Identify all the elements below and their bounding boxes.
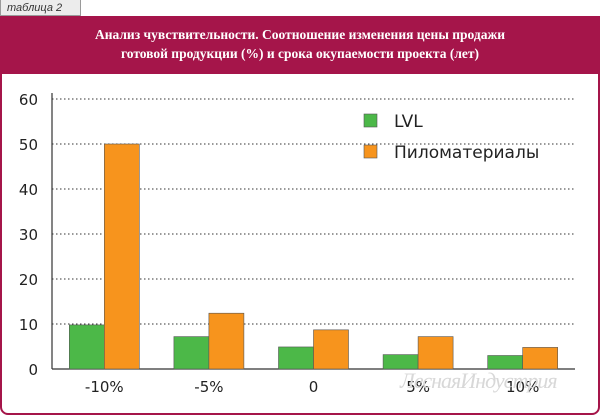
bar-lvl	[173, 336, 210, 370]
x-tick-label: 5%	[406, 378, 430, 396]
y-tick-label: 60	[19, 91, 38, 109]
x-tick-label: -10%	[85, 378, 124, 396]
chart-header: Анализ чувствительности. Соотношение изм…	[2, 18, 598, 74]
legend-swatch	[363, 113, 378, 128]
legend-label: Пиломатериалы	[394, 143, 539, 163]
y-tick-label: 40	[19, 181, 38, 199]
bar-lvl	[278, 346, 314, 370]
y-tick-label: 30	[19, 226, 38, 244]
bar-lvl	[69, 324, 105, 370]
x-tick-label: 0	[309, 378, 319, 396]
y-tick-label: 50	[19, 136, 38, 154]
chart-title-line-2: готовой продукции (%) и срока окупаемост…	[120, 46, 480, 61]
legend-label: LVL	[394, 112, 423, 132]
bar-lumber	[313, 329, 349, 370]
bar-lumber	[417, 336, 454, 370]
chart-title-line-1: Анализ чувствительности. Соотношение изм…	[94, 27, 506, 42]
y-tick-label: 10	[19, 316, 38, 334]
table-tag: таблица 2	[0, 0, 81, 16]
bar-lvl	[382, 354, 419, 370]
bar-lumber	[104, 143, 140, 370]
y-tick-label: 20	[19, 271, 38, 289]
x-tick-label: 10%	[506, 378, 539, 396]
watermark: ЛеснаяИндустрия	[400, 368, 558, 393]
legend-swatch	[363, 144, 378, 159]
bar-lumber	[208, 312, 245, 370]
x-tick-label: -5%	[194, 378, 223, 396]
bar-lumber	[522, 347, 559, 370]
y-tick-label: 0	[28, 361, 38, 379]
bar-lvl	[487, 355, 524, 370]
